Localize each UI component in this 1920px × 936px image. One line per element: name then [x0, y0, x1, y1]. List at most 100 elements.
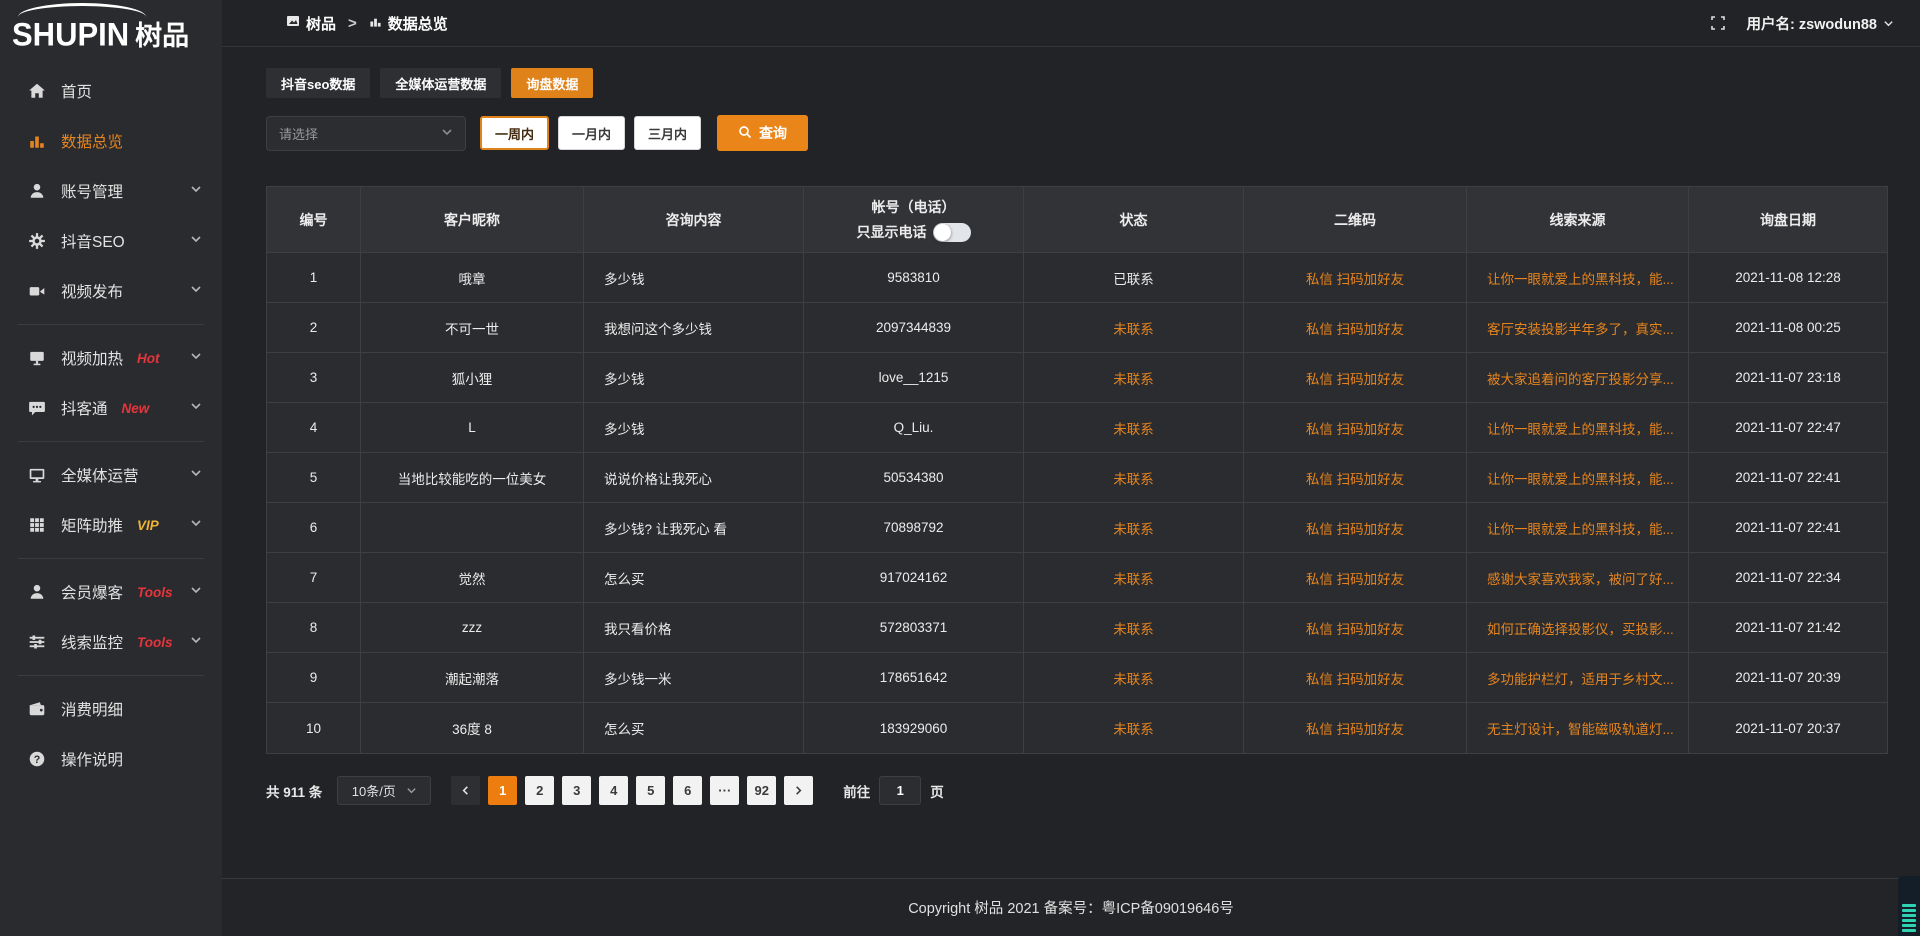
- cell-account: 917024162: [804, 553, 1024, 603]
- filter-select[interactable]: 请选择: [266, 115, 466, 151]
- indicator-bar: [1902, 924, 1916, 927]
- sidebar-item-video-publish[interactable]: 视频发布: [0, 266, 222, 316]
- sidebar-item-instructions[interactable]: ? 操作说明: [0, 734, 222, 784]
- indicator-bar: [1902, 904, 1916, 907]
- page-5-button[interactable]: 5: [636, 776, 666, 805]
- sidebar-item-lead-monitor[interactable]: 线索监控 Tools: [0, 617, 222, 667]
- sidebar-item-label: 线索监控: [61, 635, 124, 652]
- breadcrumb-current[interactable]: 数据总览: [369, 13, 448, 34]
- chevron-down-icon: [190, 516, 202, 534]
- cell-account: Q_Liu.: [804, 403, 1024, 453]
- qrcode-links[interactable]: 私信 扫码加好友: [1244, 303, 1467, 353]
- lead-source-link[interactable]: 无主灯设计，智能磁吸轨道灯...: [1467, 703, 1689, 753]
- cell-no: 1: [267, 253, 361, 303]
- range-three-months-button[interactable]: 三月内: [634, 116, 702, 150]
- lead-source-link[interactable]: 被大家追着问的客厅投影分享...: [1467, 353, 1689, 403]
- logo-text-cn: 树品: [135, 20, 190, 51]
- fullscreen-icon[interactable]: [1710, 15, 1726, 31]
- qrcode-links[interactable]: 私信 扫码加好友: [1244, 503, 1467, 553]
- sidebar-item-label: 数据总览: [61, 134, 124, 151]
- cell-inquiry-date: 2021-11-07 20:39: [1689, 653, 1887, 703]
- page-1-button[interactable]: 1: [488, 776, 518, 805]
- tab-omnimedia-data[interactable]: 全媒体运营数据: [380, 68, 502, 98]
- goto-page-input[interactable]: 1: [879, 776, 922, 805]
- cell-inquiry-date: 2021-11-08 00:25: [1689, 303, 1887, 353]
- qrcode-links[interactable]: 私信 扫码加好友: [1244, 353, 1467, 403]
- tab-inquiry-data[interactable]: 询盘数据: [511, 68, 594, 98]
- chevron-down-icon: [407, 788, 416, 794]
- lead-source-link[interactable]: 感谢大家喜欢我家，被问了好...: [1467, 553, 1689, 603]
- sidebar-item-omnimedia-ops[interactable]: 全媒体运营: [0, 450, 222, 500]
- lead-source-link[interactable]: 让你一眼就爱上的黑科技，能...: [1467, 253, 1689, 303]
- qrcode-links[interactable]: 私信 扫码加好友: [1244, 253, 1467, 303]
- sidebar-item-home[interactable]: 首页: [0, 66, 222, 116]
- sidebar-item-account-management[interactable]: 账号管理: [0, 166, 222, 216]
- more-pages-button[interactable]: ···: [710, 776, 740, 805]
- topbar-right: 用户名: zswodun88: [1710, 13, 1894, 34]
- cell-content: 说说价格让我死心: [584, 453, 804, 503]
- lead-source-link[interactable]: 让你一眼就爱上的黑科技，能...: [1467, 453, 1689, 503]
- hot-badge: Hot: [137, 350, 160, 366]
- qrcode-links[interactable]: 私信 扫码加好友: [1244, 653, 1467, 703]
- search-button[interactable]: 查询: [717, 115, 809, 151]
- sidebar-item-member-leads[interactable]: 会员爆客 Tools: [0, 567, 222, 617]
- goto-label: 前往: [843, 784, 871, 800]
- page-3-button[interactable]: 3: [562, 776, 592, 805]
- qrcode-links[interactable]: 私信 扫码加好友: [1244, 403, 1467, 453]
- sidebar-item-label: 账号管理: [61, 184, 124, 201]
- sidebar-item-matrix-boost[interactable]: 矩阵助推 VIP: [0, 500, 222, 550]
- username-label: 用户名: zswodun88: [1746, 16, 1877, 33]
- page-92-button[interactable]: 92: [747, 776, 777, 805]
- lead-source-link[interactable]: 让你一眼就爱上的黑科技，能...: [1467, 503, 1689, 553]
- sidebar-menu: 首页 数据总览 账号管理: [0, 66, 222, 784]
- range-one-month-button[interactable]: 一月内: [558, 116, 626, 150]
- cell-nickname: 觉然: [361, 553, 584, 603]
- phone-only-toggle[interactable]: [932, 222, 971, 242]
- qrcode-links[interactable]: 私信 扫码加好友: [1244, 703, 1467, 753]
- cell-no: 9: [267, 653, 361, 703]
- cell-inquiry-date: 2021-11-07 23:18: [1689, 353, 1887, 403]
- sidebar-item-video-heat[interactable]: 视频加热 Hot: [0, 333, 222, 383]
- table-row: 6 多少钱? 让我死心 看 70898792 未联系 私信 扫码加好友 让你一眼…: [267, 503, 1887, 553]
- lead-source-link[interactable]: 让你一眼就爱上的黑科技，能...: [1467, 403, 1689, 453]
- phone-only-toggle-row: 只显示电话: [857, 222, 971, 242]
- tab-douyin-seo-data[interactable]: 抖音seo数据: [266, 68, 371, 98]
- main-area: 树品 > 数据总览 用户名: zswodun88: [222, 0, 1920, 936]
- lead-source-link[interactable]: 如何正确选择投影仪，买投影...: [1467, 603, 1689, 653]
- range-one-week-button[interactable]: 一周内: [480, 116, 550, 150]
- cell-account: 50534380: [804, 453, 1024, 503]
- page-2-button[interactable]: 2: [525, 776, 555, 805]
- cell-account: 70898792: [804, 503, 1024, 553]
- sidebar-item-label: 全媒体运营: [61, 468, 139, 485]
- user-menu[interactable]: 用户名: zswodun88: [1746, 13, 1894, 34]
- qrcode-links[interactable]: 私信 扫码加好友: [1244, 603, 1467, 653]
- qrcode-links[interactable]: 私信 扫码加好友: [1244, 453, 1467, 503]
- home-icon: [28, 82, 46, 100]
- qrcode-links[interactable]: 私信 扫码加好友: [1244, 553, 1467, 603]
- sidebar-item-douyin-seo[interactable]: 抖音SEO: [0, 216, 222, 266]
- table-row: 1 哦章 多少钱 9583810 已联系 私信 扫码加好友 让你一眼就爱上的黑科…: [267, 253, 1887, 303]
- cell-inquiry-date: 2021-11-07 22:47: [1689, 403, 1887, 453]
- volume-indicator-widget[interactable]: [1898, 876, 1920, 936]
- page-size-select[interactable]: 10条/页: [337, 776, 432, 805]
- status-badge: 未联系: [1024, 703, 1244, 753]
- sidebar-item-data-overview[interactable]: 数据总览: [0, 116, 222, 166]
- page-6-button[interactable]: 6: [673, 776, 703, 805]
- prev-page-button[interactable]: [451, 776, 481, 805]
- breadcrumb-home[interactable]: 树品: [286, 13, 336, 34]
- cell-no: 8: [267, 603, 361, 653]
- menu-divider: [18, 324, 204, 325]
- lead-source-link[interactable]: 多功能护栏灯，适用于乡村文...: [1467, 653, 1689, 703]
- cell-nickname: 36度 8: [361, 703, 584, 753]
- lead-source-link[interactable]: 客厅安装投影半年多了，真实...: [1467, 303, 1689, 353]
- sidebar-item-douketong[interactable]: 抖客通 New: [0, 383, 222, 433]
- sidebar-item-label: 会员爆客: [61, 585, 124, 602]
- brand-logo[interactable]: SHUPIN 树品: [0, 0, 222, 56]
- chevron-down-icon: [190, 583, 202, 601]
- status-badge: 未联系: [1024, 653, 1244, 703]
- next-page-button[interactable]: [784, 776, 814, 805]
- cell-inquiry-date: 2021-11-07 22:41: [1689, 503, 1887, 553]
- page-4-button[interactable]: 4: [599, 776, 629, 805]
- sidebar-item-spending-details[interactable]: 消费明细: [0, 684, 222, 734]
